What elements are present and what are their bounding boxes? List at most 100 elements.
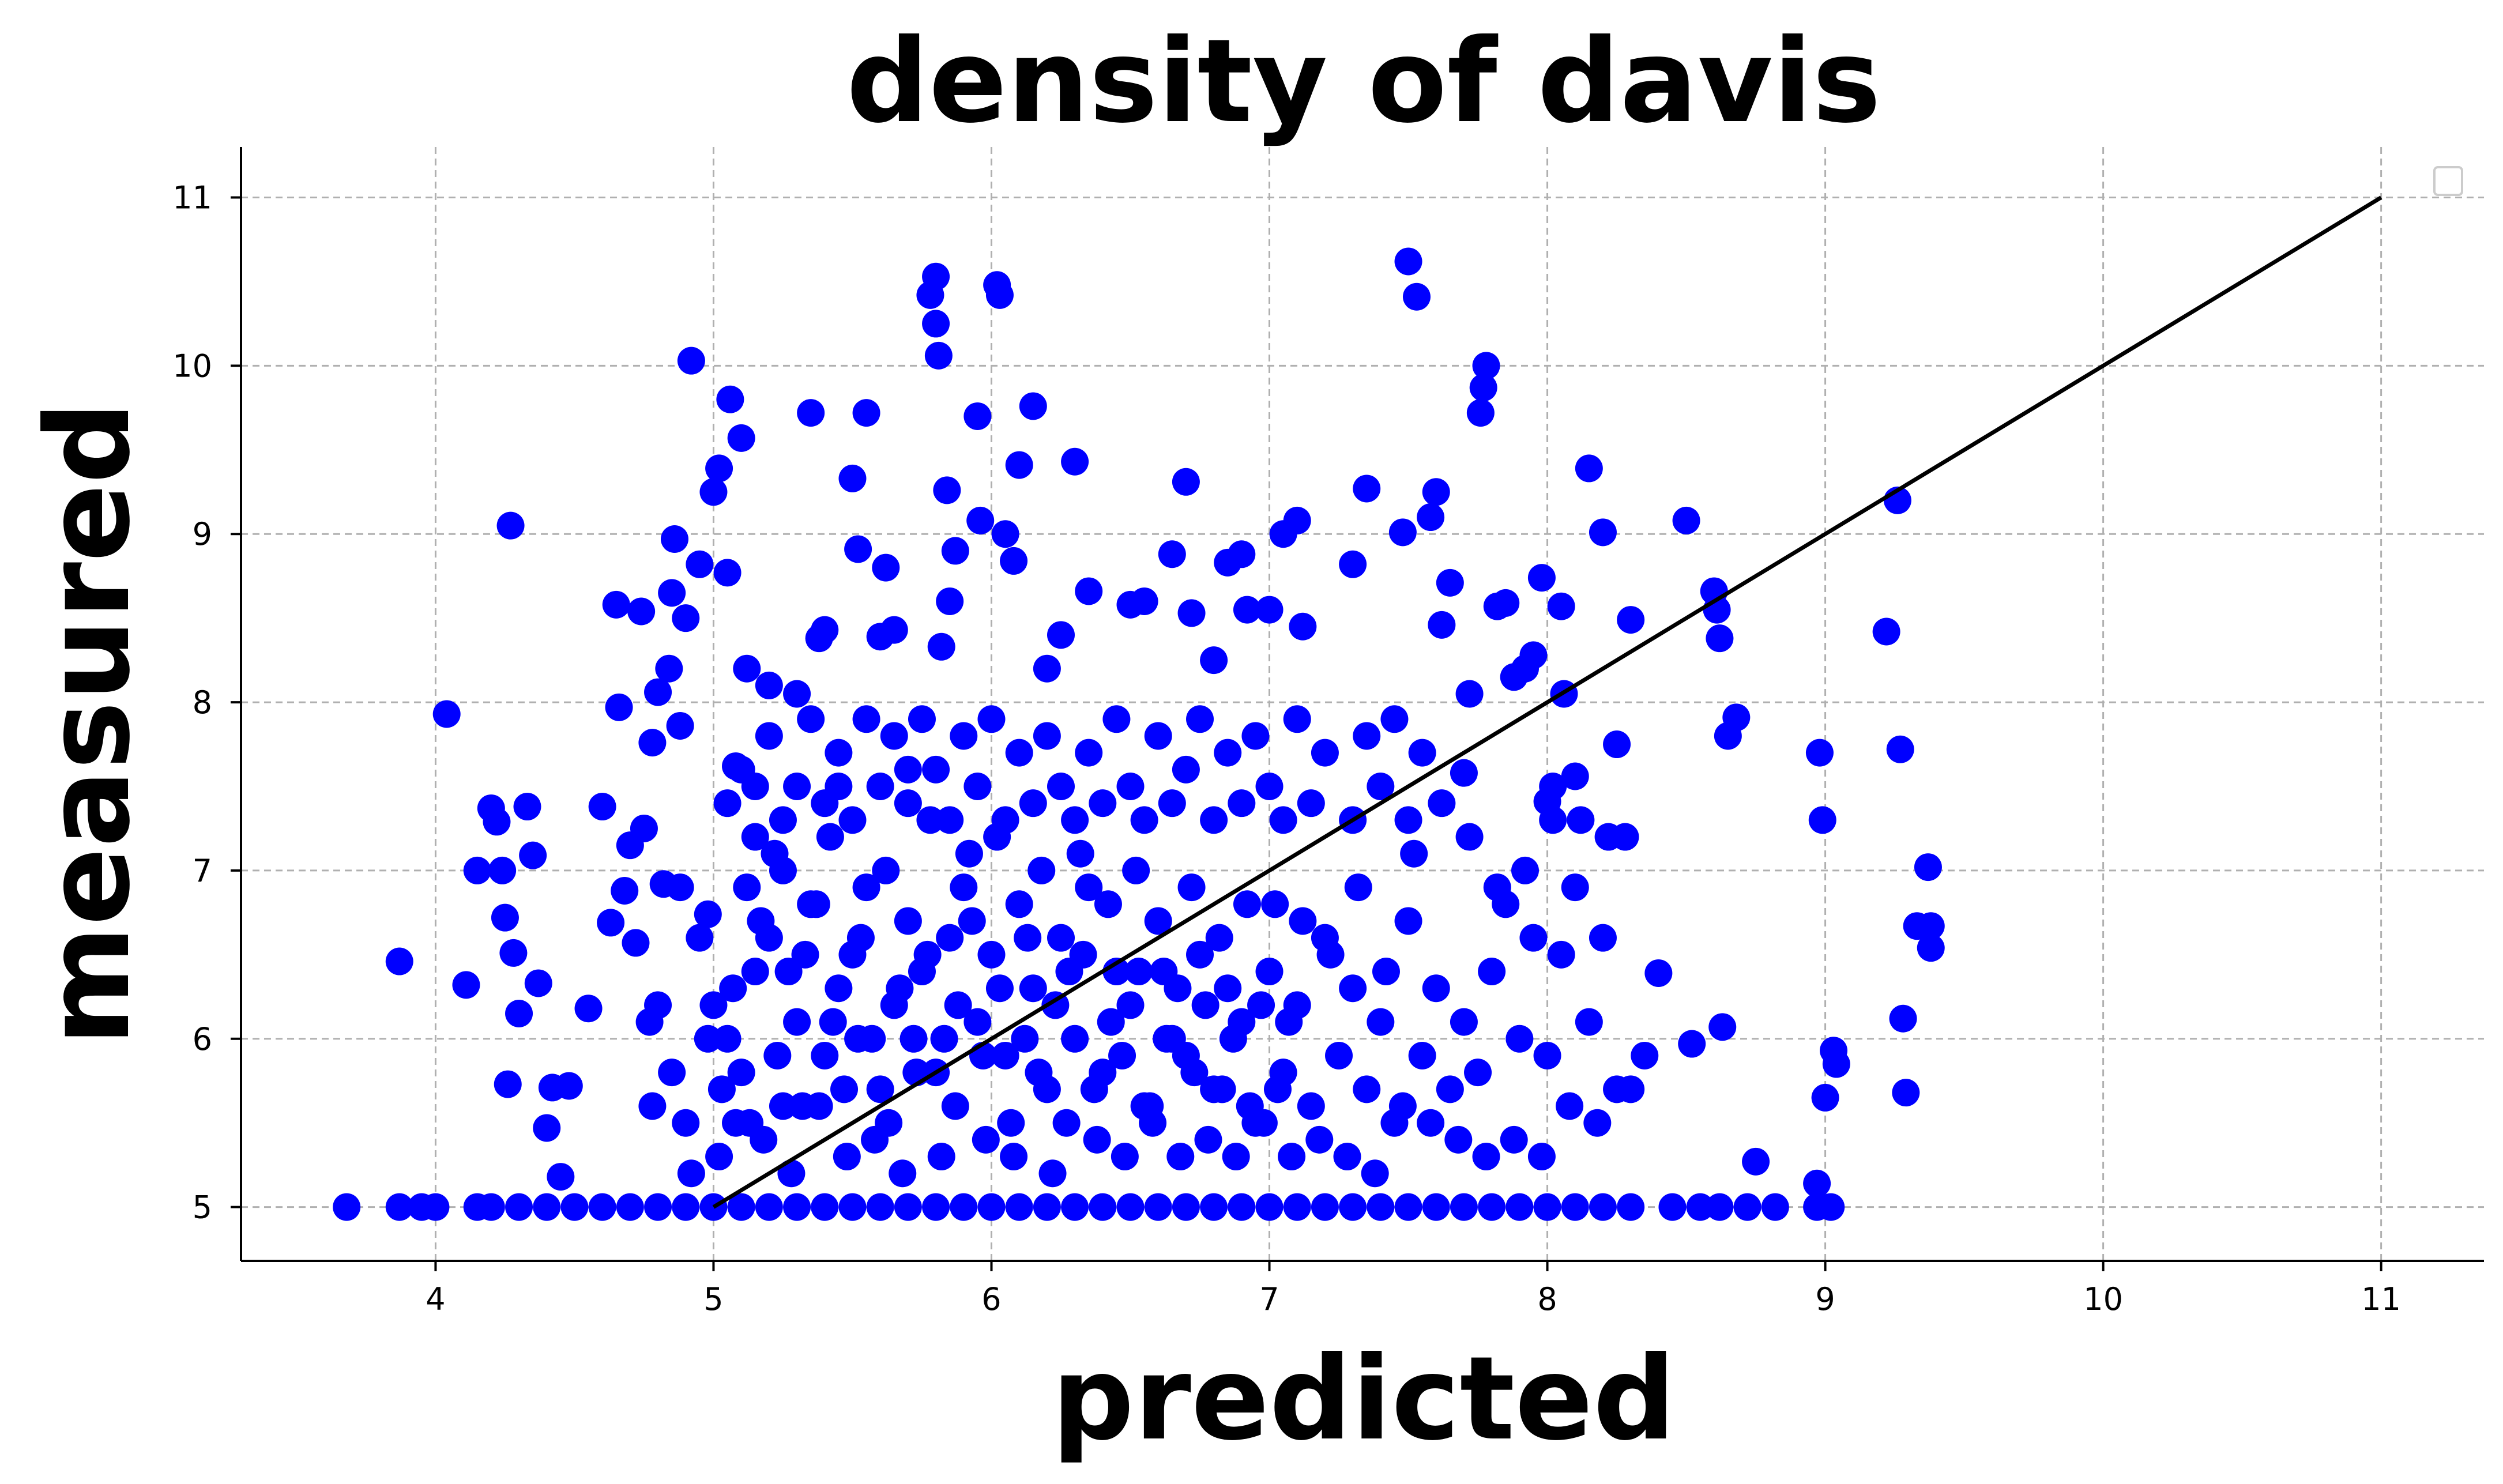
scatter-point (713, 1025, 742, 1053)
scatter-point (385, 947, 413, 975)
scatter-point (1631, 1041, 1659, 1069)
scatter-point (1722, 703, 1751, 732)
scatter-point (627, 597, 656, 626)
scatter-point (1472, 352, 1500, 380)
scatter-point (963, 1008, 992, 1036)
scatter-point (1444, 1125, 1473, 1154)
scatter-point (1400, 839, 1428, 868)
scatter-point (1116, 1193, 1145, 1221)
scatter-point (838, 806, 867, 834)
scatter-point (560, 1193, 589, 1221)
scatter-point (977, 1193, 1006, 1221)
scatter-point (880, 722, 908, 750)
scatter-point (1047, 924, 1075, 952)
scatter-point (1417, 503, 1445, 532)
scatter-point (797, 705, 825, 733)
scatter-point (547, 1163, 575, 1191)
scatter-point (769, 1092, 797, 1120)
scatter-point (825, 974, 853, 1003)
scatter-point (755, 1193, 783, 1221)
scatter-point (1233, 596, 1261, 624)
scatter-point (1811, 1083, 1839, 1112)
scatter-point (1917, 934, 1945, 962)
scatter-point (797, 399, 825, 427)
scatter-point (1617, 1075, 1645, 1103)
scatter-point (658, 579, 686, 607)
scatter-point (1547, 940, 1575, 969)
scatter-point (519, 841, 547, 869)
scatter-point (894, 755, 922, 784)
scatter-point (677, 1159, 705, 1188)
scatter-point (1511, 856, 1539, 884)
scatter-point (736, 1109, 764, 1137)
scatter-point (1556, 1092, 1584, 1120)
scatter-point (658, 1059, 686, 1087)
scatter-point (1247, 991, 1275, 1019)
scatter-point (672, 604, 700, 632)
scatter-point (997, 1109, 1025, 1137)
scatter-point (1066, 839, 1094, 868)
scatter-point (713, 559, 742, 587)
scatter-point (916, 806, 944, 834)
scatter-point (694, 900, 722, 928)
scatter-point (1061, 1193, 1089, 1221)
scatter-point (1361, 1159, 1389, 1188)
scatter-point (963, 773, 992, 801)
scatter-point (1575, 454, 1603, 483)
scatter-point (1283, 1193, 1311, 1221)
scatter-point (622, 929, 650, 957)
scatter-point (1255, 1193, 1284, 1221)
scatter-point (488, 856, 517, 884)
scatter-point (602, 590, 630, 619)
scatter-point (933, 476, 961, 504)
scatter-point (1108, 1041, 1136, 1069)
scatter-point (930, 1025, 958, 1053)
scatter-point (1706, 1193, 1734, 1221)
scatter-point (611, 876, 639, 905)
scatter-point (1394, 806, 1422, 834)
x-tick-label: 5 (703, 1281, 723, 1317)
scatter-point (866, 1075, 894, 1103)
scatter-point (1450, 759, 1478, 787)
scatter-point (1708, 1013, 1737, 1041)
scatter-point (985, 974, 1014, 1003)
scatter-point (1047, 773, 1075, 801)
scatter-point (872, 856, 900, 884)
scatter-point (1417, 1109, 1445, 1137)
axes-layer (240, 147, 2484, 1262)
scatter-point (505, 1193, 533, 1221)
scatter-point (852, 399, 880, 427)
scatter-point (1761, 1193, 1789, 1221)
scatter-point (1102, 958, 1131, 986)
scatter-point (1144, 907, 1172, 935)
scatter-point (899, 1025, 928, 1053)
scatter-point (858, 1025, 886, 1053)
scatter-point (1455, 823, 1484, 851)
scatter-point (1228, 1193, 1256, 1221)
scatter-point (941, 1092, 969, 1120)
scatter-point (1519, 924, 1548, 952)
scatter-point (944, 991, 972, 1019)
scatter-point (977, 705, 1006, 733)
scatter-point (1422, 478, 1450, 506)
scatter-point (1025, 1059, 1053, 1087)
scatter-point (1214, 974, 1242, 1003)
scatter-point (655, 654, 683, 683)
scatter-point (1089, 1193, 1117, 1221)
scatter-point (1658, 1193, 1687, 1221)
scatter-point (686, 924, 714, 952)
scatter-point (833, 1143, 861, 1171)
scatter-point (588, 793, 616, 821)
scatter-point (1011, 1025, 1039, 1053)
scatter-point (1194, 1125, 1222, 1154)
scatter-point (1269, 806, 1297, 834)
x-tick-label: 6 (981, 1281, 1001, 1317)
scatter-point (1353, 474, 1381, 503)
scatter-point (1805, 739, 1834, 767)
scatter-point (644, 991, 672, 1019)
scatter-point (727, 755, 755, 784)
scatter-point (761, 839, 789, 868)
scatter-point (1033, 1193, 1061, 1221)
